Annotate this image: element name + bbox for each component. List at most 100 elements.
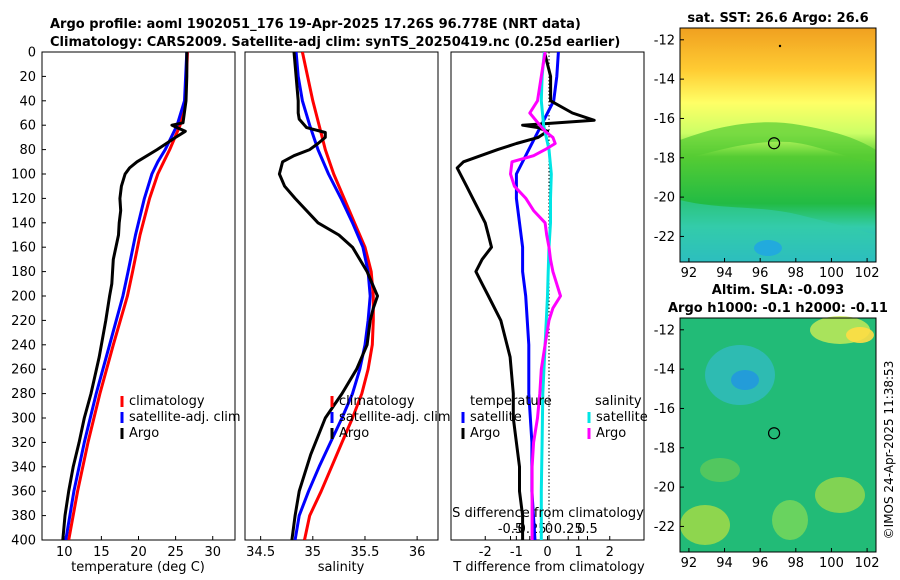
map-x-tick-label: 92	[681, 266, 698, 281]
x-tick-label: -2	[479, 545, 492, 560]
x-tick-label: 1	[574, 545, 582, 560]
map-x-tick-label: 94	[716, 266, 733, 281]
salinity-xlabel: salinity	[318, 560, 365, 575]
x-tick-label: -1	[510, 545, 523, 560]
t-difference-xlabel: T difference from climatology	[452, 560, 645, 575]
y-tick-label: 60	[19, 119, 36, 134]
figure-title-line2: Climatology: CARS2009. Satellite-adj cli…	[50, 35, 620, 50]
y-tick-label: 220	[11, 314, 36, 329]
series-line-salinity-argo	[509, 52, 562, 540]
map-x-tick-label: 98	[788, 556, 805, 571]
sst-cool-region	[680, 200, 876, 262]
x-tick-label: 35	[305, 545, 322, 560]
x-tick-label: 30	[204, 545, 221, 560]
salinity-axis: 34.5 35 35.5 36	[246, 536, 425, 560]
map-y-tick-label: -22	[654, 230, 675, 245]
y-tick-label: 100	[11, 168, 36, 183]
map-y-tick-label: -22	[654, 520, 675, 535]
x2-tick-label: -0.5	[498, 522, 523, 537]
map-x-tick-label: 96	[752, 266, 769, 281]
s-difference-axis: -0.5-0.250 0.250.5	[498, 522, 598, 540]
legend-climatology-label: climatology	[129, 394, 205, 409]
map-x-tick-label: 102	[855, 556, 880, 571]
y-tick-label: 380	[11, 509, 36, 524]
sst-map-title: sat. SST: 26.6 Argo: 26.6	[687, 11, 868, 26]
x-tick-label: 35.5	[350, 545, 379, 560]
legend-climatology-label: climatology	[339, 394, 415, 409]
s-difference-xlabel: S difference from climatology	[452, 506, 644, 521]
salinity-lines	[277, 52, 379, 540]
legend-s-argo-label: Argo	[596, 426, 626, 441]
temperature-xlabel: temperature (deg C)	[71, 560, 205, 575]
sst-axes: 92 94 96 98 100 102 -12 -14 -16 -18 -20 -22	[654, 33, 880, 281]
figure-title-line1: Argo profile: aoml 1902051_176 19-Apr-20…	[50, 17, 581, 32]
sst-dot	[778, 44, 782, 48]
legend-s-satellite-label: satellite	[596, 410, 648, 425]
y-tick-label: 320	[11, 436, 36, 451]
x-tick-label: 20	[130, 545, 147, 560]
difference-legend: temperature satellite Argo salinity sate…	[461, 394, 648, 441]
difference-lines	[455, 52, 596, 540]
x-tick-label: 0	[543, 545, 551, 560]
series-line-argo	[277, 52, 379, 540]
series-line-salinity-satellite	[539, 52, 553, 540]
legend-temperature-title: temperature	[470, 394, 552, 409]
map-y-tick-label: -16	[654, 402, 675, 417]
map-y-tick-label: -12	[654, 33, 675, 48]
map-y-tick-label: -16	[654, 112, 675, 127]
temperature-axes-frame	[41, 51, 236, 541]
temperature-axis: 10 15 20 25 30	[56, 536, 221, 560]
map-x-tick-label: 94	[716, 556, 733, 571]
y-tick-label: 340	[11, 460, 36, 475]
map-y-tick-label: -20	[654, 481, 675, 496]
difference-profile-panel: -2 -1 0 1 2 -0.5-0.250 0.250.5 T difference f…	[450, 51, 648, 575]
sla-high-core	[846, 327, 874, 343]
sla-axes: 92 94 96 98 100 102 -12 -14 -16 -18 -20 -22	[654, 323, 880, 571]
argo-location-marker	[767, 137, 781, 150]
series-line-temperature-satellite	[514, 52, 560, 540]
y-tick-label: 300	[11, 412, 36, 427]
map-y-tick-label: -20	[654, 191, 675, 206]
x-tick-label: 15	[93, 545, 110, 560]
y-tick-label: 180	[11, 265, 36, 280]
y-tick-label: 80	[19, 143, 36, 158]
series-line-temperature-argo	[455, 52, 596, 540]
sla-high-patch-2	[772, 500, 808, 540]
x-tick-label: 34.5	[246, 545, 275, 560]
sla-low-core	[731, 370, 759, 390]
sla-map-title: Altim. SLA: -0.093	[712, 283, 844, 298]
x-tick-label: 10	[56, 545, 73, 560]
y-tick-label: 240	[11, 338, 36, 353]
x-tick-label: 25	[167, 545, 184, 560]
series-line-argo	[61, 52, 189, 540]
map-y-tick-label: -18	[654, 151, 675, 166]
legend-argo-label: Argo	[129, 426, 159, 441]
map-y-tick-label: -12	[654, 323, 675, 338]
salinity-axes-frame	[244, 51, 439, 541]
sla-high-patch-3	[815, 477, 865, 513]
legend-t-satellite-label: satellite	[470, 410, 522, 425]
salinity-profile-panel: 34.5 35 35.5 36 salinity climatology satell…	[244, 51, 451, 575]
map-y-tick-label: -14	[654, 73, 675, 88]
series-line-climatology	[67, 52, 189, 540]
x-tick-label: 36	[409, 545, 426, 560]
y-tick-label: 0	[28, 46, 36, 61]
y-tick-label: 260	[11, 363, 36, 378]
map-y-tick-label: -14	[654, 363, 675, 378]
map-x-tick-label: 98	[788, 266, 805, 281]
map-x-tick-label: 92	[681, 556, 698, 571]
legend-t-argo-label: Argo	[470, 426, 500, 441]
y-tick-label: 200	[11, 290, 36, 305]
sst-front	[680, 122, 876, 162]
salinity-legend: climatology satellite-adj. clim Argo	[330, 394, 451, 441]
series-line-satellite-adj-clim	[293, 52, 372, 540]
map-x-tick-label: 100	[819, 556, 844, 571]
y-tick-label: 280	[11, 387, 36, 402]
t-difference-axis: -2 -1 0 1 2	[479, 536, 614, 560]
argo-location-marker	[767, 427, 781, 440]
y-tick-label: 160	[11, 241, 36, 256]
map-y-tick-label: -18	[654, 441, 675, 456]
x2-tick-label: 0	[545, 522, 553, 537]
map-x-tick-label: 96	[752, 556, 769, 571]
